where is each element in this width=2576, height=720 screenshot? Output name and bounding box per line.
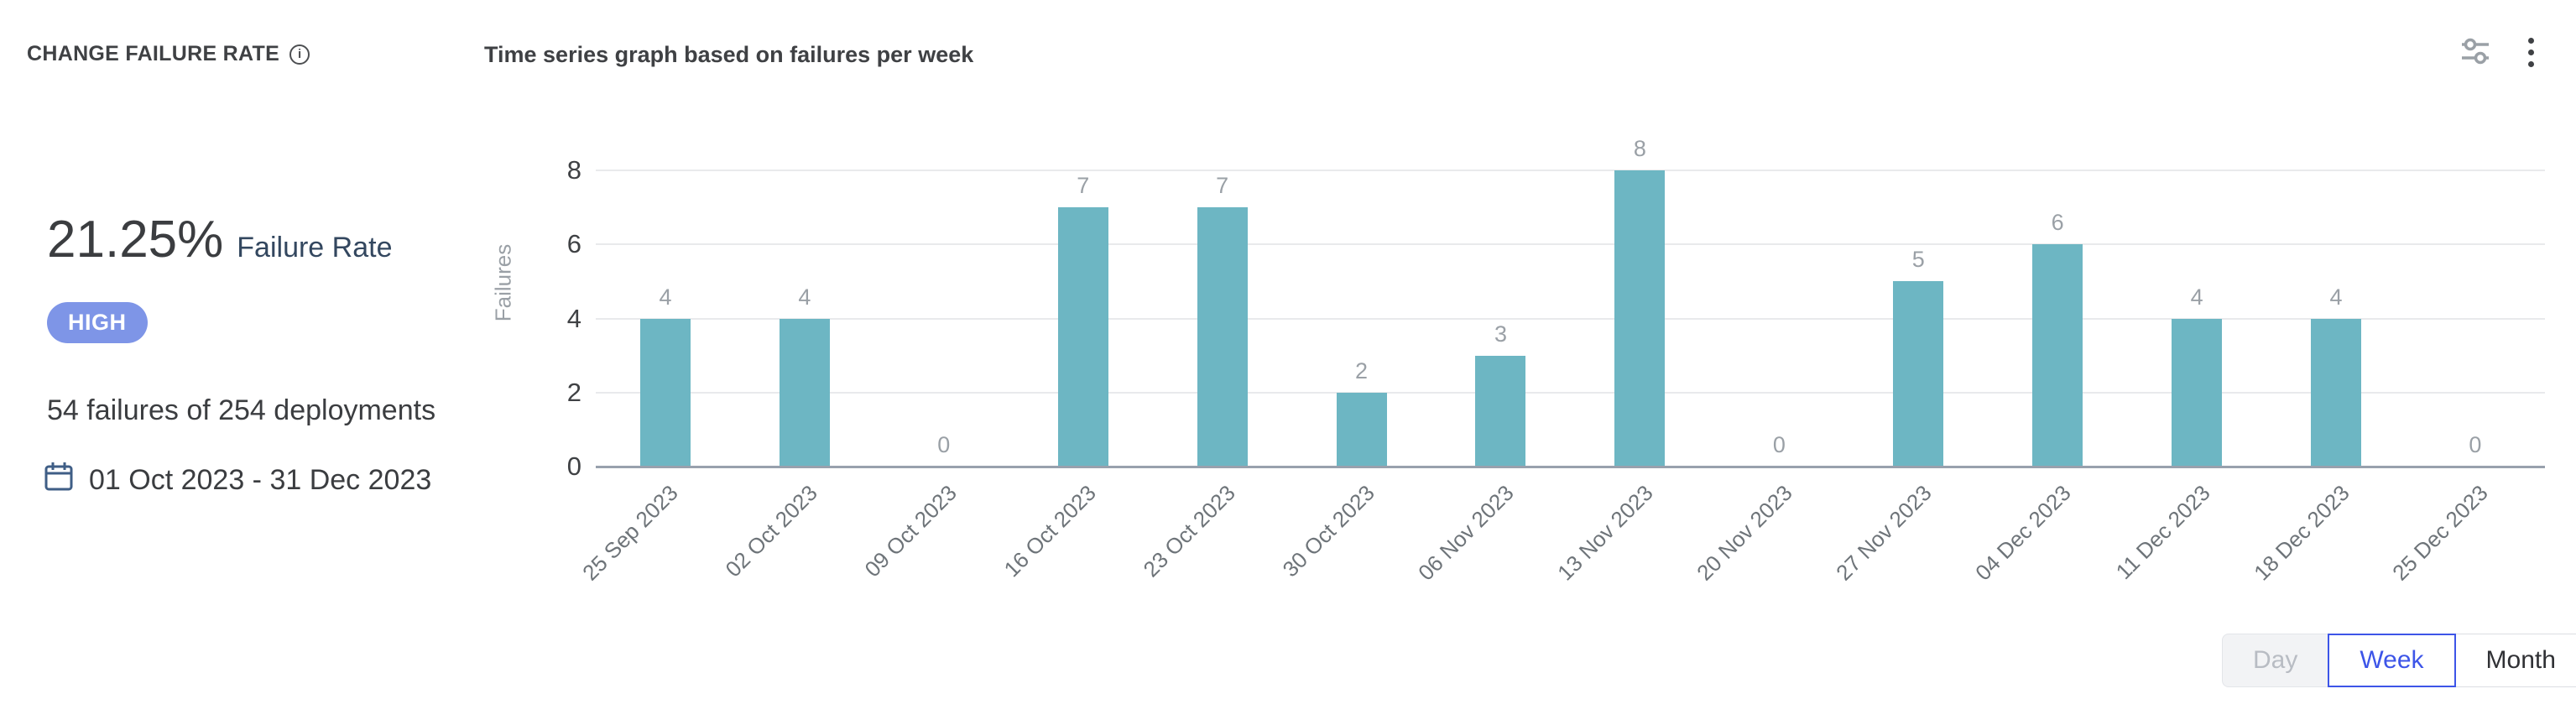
failure-rate-value: 21.25%	[47, 211, 224, 269]
x-axis-label: 30 Oct 2023	[1277, 480, 1379, 582]
x-axis-label: 02 Oct 2023	[720, 480, 823, 582]
bar[interactable]	[1057, 207, 1108, 467]
page-title: CHANGE FAILURE RATE	[27, 42, 280, 65]
gridline	[596, 243, 2545, 246]
granularity-toggle: Day Week Month	[2222, 634, 2576, 687]
bar[interactable]	[2172, 318, 2223, 467]
bar-value-label: 0	[937, 432, 951, 457]
bar[interactable]	[1336, 392, 1387, 467]
x-axis-label: 11 Dec 2023	[2110, 480, 2215, 585]
y-axis-title: Failures	[490, 243, 516, 322]
bar-value-label: 4	[659, 284, 672, 310]
y-axis-tick-label: 4	[566, 303, 581, 333]
bar-slot: 0 25 Dec 2023	[2388, 170, 2545, 585]
week-button[interactable]: Week	[2328, 634, 2456, 687]
bar-value-label: 2	[1355, 357, 1369, 383]
x-axis-label: 27 Nov 2023	[1830, 480, 1937, 586]
calendar-icon	[42, 460, 76, 501]
widget-header: CHANGE FAILURE RATE i	[27, 42, 310, 66]
bar-value-label: 7	[1077, 173, 1090, 199]
y-axis-tick-label: 8	[566, 155, 581, 185]
bar-slot: 4 25 Sep 2023	[578, 170, 735, 585]
x-axis-label: 09 Oct 2023	[859, 480, 962, 582]
x-axis-label: 23 Oct 2023	[1138, 480, 1240, 582]
bar-slot: 7 23 Oct 2023	[1138, 170, 1292, 582]
chart-settings-button[interactable]	[2458, 32, 2493, 73]
bar[interactable]	[1893, 281, 1944, 467]
gridline	[596, 317, 2545, 320]
date-range: 01 Oct 2023 - 31 Dec 2023	[42, 460, 431, 501]
sliders-icon	[2461, 35, 2490, 70]
bar-slot: 2 30 Oct 2023	[1277, 170, 1431, 582]
bar[interactable]	[779, 318, 830, 467]
failure-rate-metric: 21.25% Failure Rate	[47, 210, 392, 269]
bar-value-label: 5	[1911, 247, 1925, 273]
bar[interactable]	[1475, 355, 1526, 467]
bar-value-label: 7	[1216, 173, 1229, 199]
bar[interactable]	[639, 318, 691, 467]
bar[interactable]	[2311, 318, 2362, 467]
bar-slot: 0 20 Nov 2023	[1692, 170, 1849, 585]
bar-value-label: 8	[1633, 136, 1646, 161]
bar-value-label: 3	[1494, 321, 1507, 347]
x-axis-label: 13 Nov 2023	[1552, 480, 1658, 586]
header-actions	[2458, 32, 2537, 73]
bar-value-label: 4	[2329, 284, 2343, 310]
x-axis-label: 04 Dec 2023	[1969, 480, 2076, 586]
x-axis-label: 06 Nov 2023	[1413, 480, 1519, 586]
bar-value-label: 0	[1772, 432, 1786, 457]
day-button[interactable]: Day	[2222, 634, 2329, 687]
bar[interactable]	[1197, 207, 1248, 467]
x-axis-label: 25 Dec 2023	[2387, 480, 2494, 586]
gridline	[596, 391, 2545, 394]
bar-slot: 7 16 Oct 2023	[999, 170, 1153, 582]
x-axis-label: 16 Oct 2023	[999, 480, 1101, 582]
month-button[interactable]: Month	[2454, 634, 2576, 687]
bar-value-label: 4	[798, 284, 811, 310]
bar-series: 4 25 Sep 2023 4 02 Oct 2023 0 09 Oct 2023 7 16 …	[578, 136, 2545, 585]
chart-plot: 0 2 4 6 8 4 25 Sep 2023 4 02 Oct 2023 0 09 Oct 202…	[567, 136, 2545, 585]
bar-slot: 8 13 Nov 2023	[1552, 136, 1709, 585]
x-axis-label: 18 Dec 2023	[2248, 480, 2354, 586]
chart-subtitle: Time series graph based on failures per …	[484, 42, 974, 67]
failure-rate-label: Failure Rate	[237, 232, 393, 263]
bar[interactable]	[1614, 170, 1666, 467]
kebab-menu-icon	[2528, 38, 2534, 67]
more-options-button[interactable]	[2525, 34, 2537, 70]
info-icon[interactable]: i	[289, 44, 310, 65]
bar-slot: 4 02 Oct 2023	[721, 170, 874, 582]
bar-slot: 6 04 Dec 2023	[1970, 170, 2127, 585]
x-axis-label: 25 Sep 2023	[577, 480, 684, 586]
bar-value-label: 6	[2051, 210, 2064, 236]
gridline	[596, 170, 2545, 171]
bar-slot: 4 18 Dec 2023	[2249, 170, 2406, 585]
bar-slot: 3 06 Nov 2023	[1413, 170, 1571, 585]
failures-summary: 54 failures of 254 deployments	[47, 394, 436, 426]
y-axis-tick-label: 2	[566, 377, 581, 407]
y-axis-tick-label: 0	[566, 451, 581, 481]
y-axis-tick-label: 6	[566, 229, 581, 259]
x-axis-line	[596, 466, 2545, 468]
severity-badge: HIGH	[47, 302, 148, 343]
x-axis-label: 20 Nov 2023	[1692, 480, 1797, 586]
bar-slot: 5 27 Nov 2023	[1831, 170, 1988, 585]
bar-value-label: 0	[2469, 432, 2482, 457]
bar-slot: 0 09 Oct 2023	[860, 170, 1014, 582]
bar-slot: 4 11 Dec 2023	[2110, 170, 2266, 584]
bar[interactable]	[2032, 244, 2083, 467]
date-range-text: 01 Oct 2023 - 31 Dec 2023	[89, 464, 432, 496]
bar-value-label: 4	[2190, 284, 2203, 310]
